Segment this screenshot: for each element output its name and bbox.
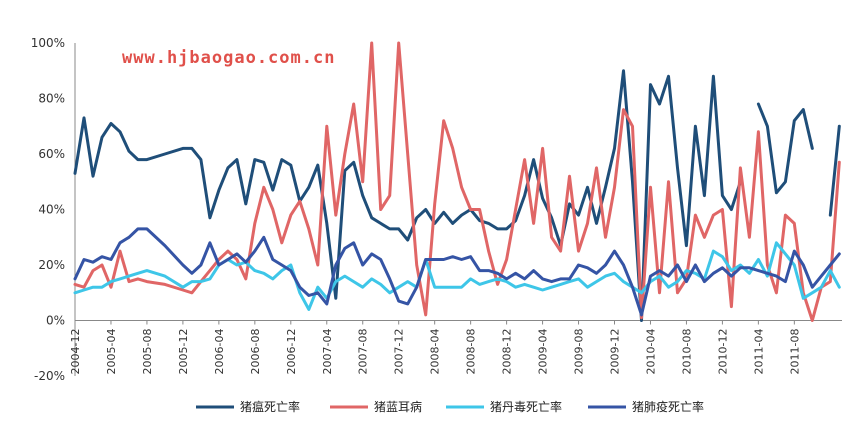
y-tick-label: 40% <box>38 203 65 217</box>
watermark-text: www.hjbaogao.com.cn <box>122 48 335 68</box>
x-tick-label: 2005-04 <box>105 329 118 375</box>
y-axis: 100% 80% 60% 40% 20% 0% -20% <box>31 36 76 383</box>
series-line <box>73 227 841 317</box>
x-tick-label: 2008-08 <box>465 329 478 375</box>
legend: 猪瘟死亡率 猪蓝耳病 猪丹毒死亡率 猪肺疫死亡率 <box>196 399 704 414</box>
x-tick-label: 2006-04 <box>213 329 226 375</box>
legend-label: 猪瘟死亡率 <box>240 399 300 414</box>
x-tick-label: 2009-04 <box>537 329 550 375</box>
series-group <box>73 41 841 322</box>
series-line <box>73 41 841 322</box>
x-tick-label: 2005-12 <box>177 329 190 375</box>
legend-label: 猪丹毒死亡率 <box>490 399 562 414</box>
series-line <box>73 69 742 322</box>
series-line <box>756 102 814 195</box>
x-tick-label: 2007-12 <box>393 329 406 375</box>
series-group <box>73 241 841 311</box>
y-tick-label: 0% <box>46 314 65 328</box>
x-tick-label: 2008-12 <box>501 328 514 374</box>
x-tick-label: 2009-08 <box>573 329 586 375</box>
y-tick-label: 80% <box>38 92 65 106</box>
series-line <box>73 241 841 311</box>
x-tick-label: 2010-08 <box>680 329 693 375</box>
x-tick-label: 2005-08 <box>141 329 154 375</box>
legend-label: 猪蓝耳病 <box>374 399 422 414</box>
x-tick-label: 2011-08 <box>788 329 801 375</box>
y-tick-label: 100% <box>31 36 65 50</box>
x-tick-label: 2008-04 <box>429 329 442 375</box>
series-group <box>73 69 841 322</box>
x-tick-label: 2004-12 <box>69 329 82 375</box>
x-tick-label: 2010-04 <box>644 329 657 375</box>
series-line <box>828 124 841 217</box>
x-tick-label: 2006-12 <box>285 329 298 375</box>
legend-label: 猪肺疫死亡率 <box>632 399 704 414</box>
y-tick-label: 20% <box>38 258 65 272</box>
x-tick-label: 2007-08 <box>357 329 370 375</box>
x-tick-label: 2011-04 <box>752 329 765 375</box>
x-tick-label: 2007-04 <box>321 329 334 375</box>
series-lines <box>73 41 841 322</box>
y-tick-label: 60% <box>38 147 65 161</box>
series-group <box>73 227 841 317</box>
y-tick-label: -20% <box>34 369 65 383</box>
x-tick-label: 2010-12 <box>716 329 729 375</box>
x-tick-label: 2006-08 <box>249 329 262 375</box>
x-axis: 2004-12 2005-04 2005-08 2005-12 2006-04 2006-… <box>69 320 842 375</box>
x-tick-label: 2009-12 <box>609 329 622 375</box>
